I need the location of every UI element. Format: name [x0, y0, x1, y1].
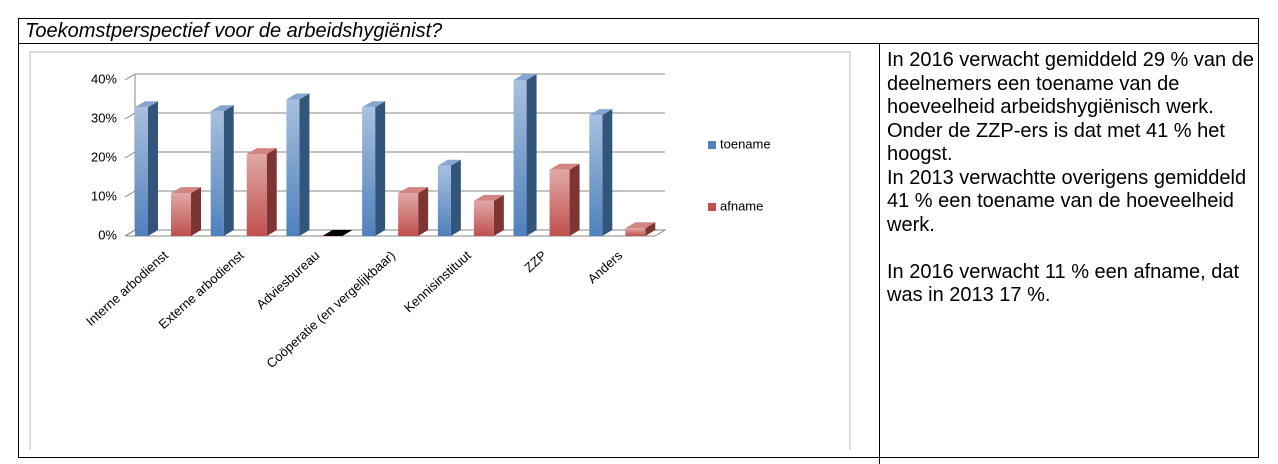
legend-label: toename — [720, 136, 771, 151]
bar-top — [171, 187, 201, 194]
bar-top — [398, 187, 429, 194]
paragraph: In 2013 verwachtte overigens gemiddeld 4… — [887, 166, 1247, 236]
bar-side — [493, 194, 504, 236]
bar-front — [135, 107, 148, 236]
bar — [286, 93, 310, 236]
y-tick-label: 30% — [91, 110, 117, 125]
grid-line — [124, 73, 665, 81]
bar-side — [569, 163, 580, 236]
bar-front — [246, 154, 267, 236]
y-tick-label: 40% — [91, 71, 117, 86]
bar-top — [322, 230, 353, 236]
x-tick-label: Coöperatie (en vergelijkbaar) — [263, 248, 398, 371]
bar-front — [589, 115, 603, 236]
bar-top — [286, 93, 310, 100]
bar-top — [473, 194, 504, 201]
x-tick-label: Kennisinstituut — [401, 247, 474, 315]
chart: 0%10%20%30%40%Interne arbodienstExterne … — [29, 51, 851, 450]
bar — [549, 163, 580, 236]
bar-front — [513, 80, 527, 236]
bar-front — [437, 165, 451, 236]
x-tick-label: Interne arbodienst — [83, 247, 171, 329]
paragraph: In 2016 verwacht 11 % een afname, dat wa… — [887, 260, 1240, 307]
bar-side — [450, 159, 461, 236]
grid-line — [124, 151, 665, 159]
bar — [362, 101, 386, 236]
bar-top — [513, 74, 537, 80]
bar-front — [362, 107, 376, 236]
bar-top — [437, 159, 461, 166]
paragraph: In 2016 verwacht gemiddeld 29 % van de d… — [887, 49, 1254, 165]
bar — [210, 105, 234, 236]
bar-top — [362, 101, 386, 108]
bar-top — [135, 101, 158, 108]
bar — [135, 101, 158, 236]
bar-top — [210, 105, 234, 112]
text-cell: In 2016 verwacht gemiddeld 29 % van de d… — [887, 49, 1257, 331]
grid-line — [124, 112, 665, 120]
grid-line — [124, 229, 665, 237]
bar-side — [375, 101, 386, 236]
bar-side — [602, 109, 613, 236]
cell-divider — [879, 44, 880, 464]
bar-front — [473, 200, 494, 236]
bar-front — [625, 228, 646, 236]
bar-top — [246, 148, 277, 155]
page: Toekomstperspectief voor de arbeidshygië… — [18, 18, 1259, 464]
bar-side — [418, 187, 429, 236]
x-tick-label: ZZP — [521, 248, 549, 276]
bar-top — [625, 222, 656, 229]
y-tick-label: 0% — [98, 227, 117, 242]
x-tick-label: Adviesbureau — [253, 248, 322, 312]
bar-top — [589, 109, 613, 116]
bar-front — [210, 111, 224, 236]
bar-side — [266, 148, 277, 236]
bar — [625, 222, 656, 236]
bar-front — [398, 193, 419, 236]
bar-front — [171, 193, 191, 236]
bar-side — [645, 222, 656, 236]
table: Toekomstperspectief voor de arbeidshygië… — [18, 18, 1259, 464]
bar — [246, 148, 277, 236]
legend-label: afname — [720, 198, 763, 213]
bar — [513, 74, 537, 236]
x-tick-label: Anders — [585, 247, 626, 286]
bar-top — [549, 163, 580, 170]
bar — [437, 159, 461, 236]
bar-side — [299, 93, 310, 236]
y-tick-label: 10% — [91, 188, 117, 203]
title: Toekomstperspectief voor de arbeidshygië… — [19, 19, 1258, 44]
bar-side — [148, 101, 158, 236]
bar — [398, 187, 429, 236]
grid-line — [124, 190, 665, 198]
bar — [171, 187, 201, 236]
bar — [322, 230, 353, 237]
bar-side — [223, 105, 234, 236]
legend-swatch — [708, 141, 716, 149]
y-tick-label: 20% — [91, 149, 117, 164]
bar-side — [191, 187, 201, 236]
bar-front — [549, 169, 570, 236]
floor — [124, 229, 667, 237]
bar-front — [286, 99, 300, 236]
bar-side — [526, 74, 537, 236]
legend-swatch — [708, 203, 716, 211]
bar — [589, 109, 613, 236]
bar-front — [322, 236, 343, 237]
chart-frame — [29, 51, 851, 450]
bar — [473, 194, 504, 236]
